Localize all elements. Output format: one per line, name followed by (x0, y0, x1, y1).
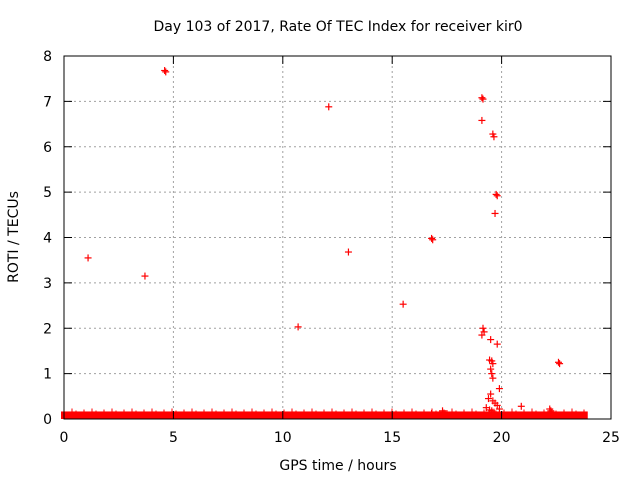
data-point (325, 103, 333, 111)
data-point (547, 407, 555, 415)
data-point (556, 360, 564, 368)
baseline-band (61, 408, 588, 419)
data-point (294, 323, 302, 331)
y-tick-label: 1 (43, 367, 52, 383)
data-point (487, 336, 495, 344)
y-tick-label: 8 (43, 49, 52, 65)
y-tick-label: 5 (43, 185, 52, 201)
y-tick-label: 6 (43, 140, 52, 156)
data-point (478, 116, 486, 124)
data-point (493, 401, 501, 409)
data-point (478, 94, 486, 102)
data-point (489, 374, 497, 382)
data-point (487, 390, 495, 398)
data-point (443, 410, 451, 418)
x-tick-label: 25 (602, 430, 620, 446)
data-point (493, 192, 501, 200)
x-tick-label: 20 (493, 430, 511, 446)
y-tick-label: 7 (43, 94, 52, 110)
plot-frame (63, 55, 612, 420)
data-point (484, 395, 492, 403)
data-point (489, 360, 497, 368)
data-point (488, 370, 496, 378)
data-point (495, 385, 503, 393)
y-tick-labels: 0 1 2 3 4 5 6 7 8 (43, 49, 52, 428)
x-tick-label: 15 (383, 430, 401, 446)
y-tick-label: 2 (43, 321, 52, 337)
data-point (428, 234, 436, 242)
y-tick-label: 0 (43, 412, 52, 428)
data-point (429, 236, 437, 244)
grid (64, 56, 611, 419)
data-point (492, 190, 500, 198)
data-point (439, 407, 447, 415)
y-tick-label: 3 (43, 276, 52, 292)
data-point (554, 358, 562, 366)
chart-title: Day 103 of 2017, Rate Of TEC Index for r… (153, 19, 522, 35)
data-point (161, 67, 169, 75)
data-point (428, 410, 436, 418)
data-point (478, 331, 486, 339)
data-point (490, 133, 498, 141)
x-tick-label: 0 (60, 430, 69, 446)
data-point (491, 209, 499, 217)
data-point (141, 272, 149, 280)
data-point (487, 365, 495, 373)
data-point (479, 95, 487, 103)
data-point (479, 324, 487, 332)
data-point (162, 68, 170, 76)
x-tick-label: 5 (169, 430, 178, 446)
x-axis-label: GPS time / hours (279, 458, 396, 474)
data-points (84, 67, 564, 418)
data-point (399, 300, 407, 308)
y-tick-label: 4 (43, 231, 52, 247)
data-point (490, 408, 498, 416)
data-point (344, 248, 352, 256)
data-point (495, 405, 503, 413)
x-tick-label: 10 (274, 430, 292, 446)
data-point (517, 402, 525, 410)
axis-ticks (63, 55, 612, 420)
data-point (493, 340, 501, 348)
x-tick-labels: 0 5 10 15 20 25 (60, 430, 620, 446)
y-axis-label: ROTI / TECUs (6, 191, 22, 283)
data-point (84, 254, 92, 262)
